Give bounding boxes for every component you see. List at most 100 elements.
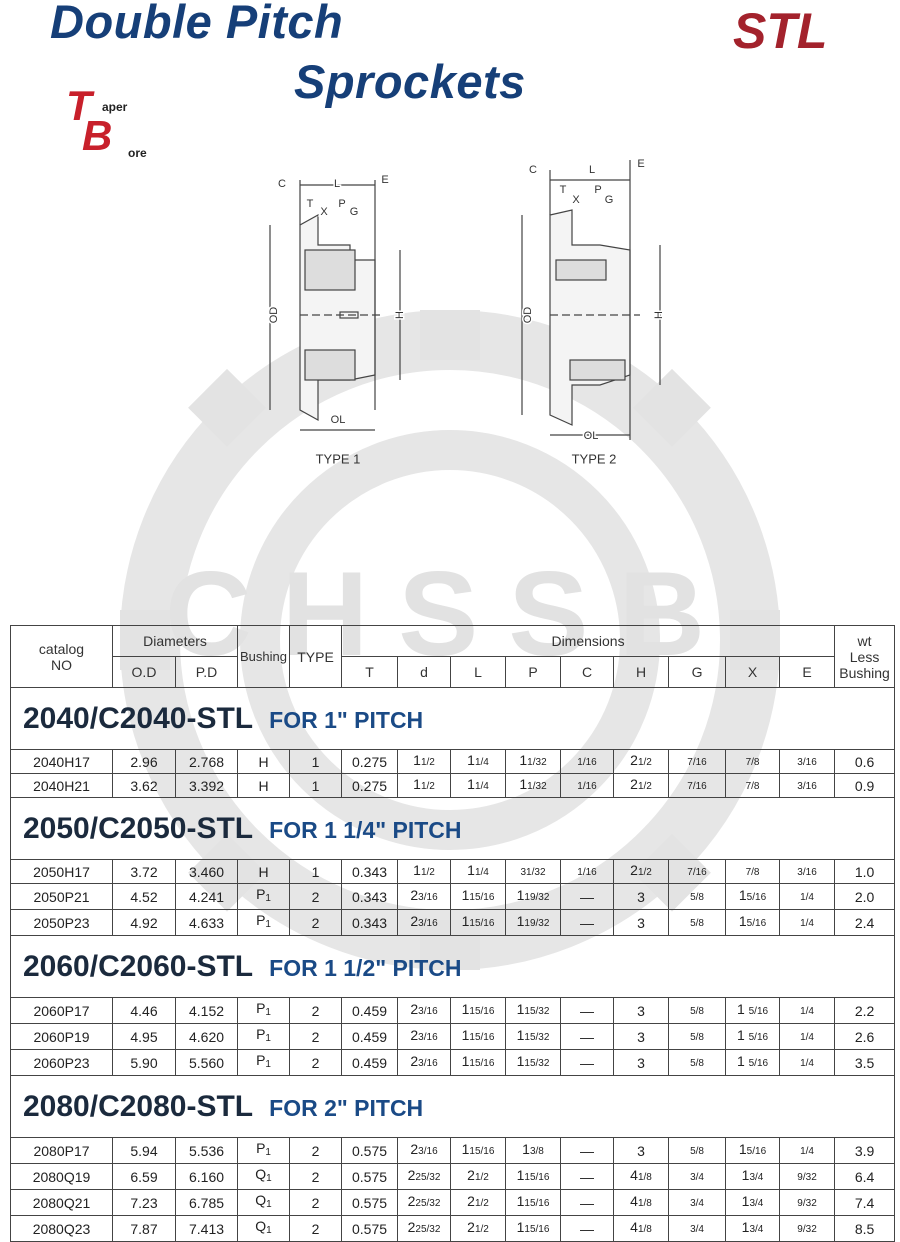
cell-main: P (256, 1140, 266, 1156)
cell-fraction: 19/32 (524, 918, 550, 929)
cell-fraction: 5/16 (748, 1058, 769, 1069)
dimension-label: T (560, 184, 567, 196)
cell-text: 5/8 (690, 1058, 704, 1069)
data-cell: 2080Q23 (10, 1215, 113, 1242)
cell-main: 4 (630, 1219, 638, 1235)
dimension-label: H (394, 311, 406, 319)
data-cell: 4.241 (174, 883, 239, 910)
data-cell: 23/16 (397, 1049, 452, 1076)
cell-text: H (258, 753, 269, 770)
cell-main: 1 (736, 1001, 749, 1017)
data-cell: — (560, 1215, 615, 1242)
data-cell: 11/2 (397, 859, 452, 884)
data-cell: 3 (613, 1049, 670, 1076)
cell-fraction: 3/16 (418, 1032, 438, 1043)
data-cell: 2 (289, 1189, 343, 1216)
cell-main: 1 (467, 776, 475, 792)
data-row: 2080Q19 6.59 6.160 Q1 2 0.575 225/32 21/2 115/16… (10, 1163, 896, 1190)
data-cell: 2050P23 (10, 909, 113, 936)
data-cell: 119/32 (505, 909, 562, 936)
cell-text: 3/4 (690, 1198, 704, 1209)
header-cell: X (725, 656, 781, 688)
cell-fraction: 1/32 (527, 781, 547, 792)
cell-text: 9/32 (797, 1224, 817, 1235)
cell-main: 1 (461, 913, 470, 929)
cell-text: 7/16 (687, 757, 707, 768)
data-cell: 2060P23 (10, 1049, 113, 1076)
cell-main: 2 (410, 1027, 419, 1043)
section-title: 2040/C2040-STL (23, 701, 254, 735)
cell-fraction: 1/4 (474, 781, 489, 792)
data-cell: 1 (289, 773, 343, 798)
section-title: 2050/C2050-STL (23, 811, 254, 845)
spec-table: catalog NO Diameters Bushing TYPE Dimensi… (9, 625, 896, 1242)
dimension-label: E (637, 158, 644, 170)
data-cell: 3 (613, 1137, 670, 1164)
data-cell: 0.459 (341, 1023, 399, 1050)
cell-text: 2 (311, 1220, 320, 1237)
data-cell: 7/16 (668, 773, 727, 798)
cell-main: 1 (413, 776, 421, 792)
cell-text: 3.62 (130, 777, 158, 794)
cell-text: 3 (637, 1028, 645, 1045)
data-cell: 11/32 (505, 749, 562, 774)
cell-text: 0.459 (351, 1054, 388, 1071)
data-cell: 11/4 (450, 749, 507, 774)
cell-text: 6.4 (854, 1168, 875, 1185)
cell-text: 2 (311, 1194, 320, 1211)
cell-fraction: 1/2 (637, 757, 652, 768)
data-cell: 2080Q21 (10, 1189, 113, 1216)
cell-text: 2.0 (854, 888, 875, 905)
cell-text: — (580, 1220, 595, 1237)
data-cell: 1 5/16 (725, 997, 781, 1024)
cell-fraction: 1/8 (637, 1198, 652, 1209)
cell-text: 0.275 (351, 777, 388, 794)
cell-main: P (256, 1026, 266, 1042)
data-cell: 31/32 (505, 859, 562, 884)
data-cell: 3.460 (174, 859, 239, 884)
data-cell: 0.275 (341, 773, 399, 798)
cell-fraction: 1/2 (637, 781, 652, 792)
data-cell: 3 (613, 909, 670, 936)
cell-text: 7/8 (745, 757, 760, 768)
cell-main: 1 (461, 887, 470, 903)
cell-text: H (258, 777, 269, 794)
cell-text: 5/8 (690, 918, 704, 929)
cell-main: 1 (738, 887, 747, 903)
data-cell: Q1 (237, 1189, 291, 1216)
data-cell: 225/32 (397, 1215, 452, 1242)
data-cell: — (560, 1189, 615, 1216)
section-row: 2050/C2050-STL FOR 1 1/4" PITCH (9, 797, 896, 860)
cell-text: 3.9 (854, 1142, 875, 1159)
data-cell: 2040H17 (10, 749, 113, 774)
data-cell: — (560, 1137, 615, 1164)
data-cell: P1 (237, 883, 291, 910)
cell-fraction: 15/16 (524, 1172, 550, 1183)
cell-text: 7/16 (687, 867, 707, 878)
data-cell: 21/2 (450, 1163, 507, 1190)
cell-main: 2 (407, 1193, 416, 1209)
cell-text: 2050P23 (33, 914, 90, 931)
data-cell: 7/16 (668, 749, 727, 774)
data-row: 2060P17 4.46 4.152 P1 2 0.459 23/16 115/16 115/3… (10, 997, 896, 1024)
title: Double Pitch (50, 0, 344, 48)
cell-main: P (256, 1052, 266, 1068)
cell-main: 1 (741, 1219, 750, 1235)
cell-text: 1/16 (577, 867, 597, 878)
data-cell: — (560, 997, 615, 1024)
data-cell: 1 (289, 859, 343, 884)
cell-main: 4 (630, 1193, 638, 1209)
cell-main: 1 (738, 913, 747, 929)
cell-fraction: 19/32 (524, 892, 550, 903)
data-cell: — (560, 1023, 615, 1050)
data-cell: 2 (289, 883, 343, 910)
cell-text: — (580, 1054, 595, 1071)
diagram-type2 (521, 160, 661, 440)
cell-fraction: 15/16 (469, 892, 495, 903)
cell-main: 1 (467, 862, 475, 878)
dimension-label: OL (584, 430, 599, 442)
dimension-label: OD (268, 307, 280, 324)
page: CHSSB Double Pitch Sprockets STL T aper … (9, 0, 896, 1242)
cell-fraction: 15/16 (524, 1224, 550, 1235)
data-cell: P1 (237, 909, 291, 936)
